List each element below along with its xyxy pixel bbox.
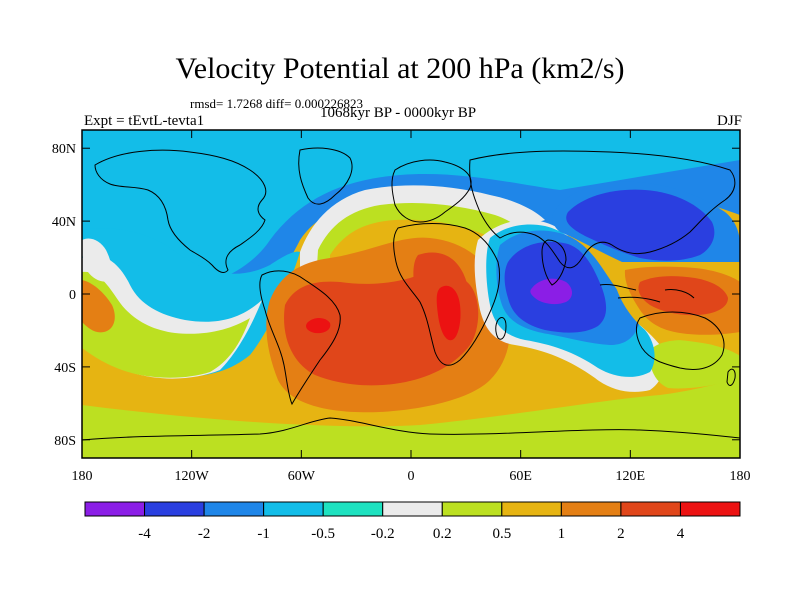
coastlines [82, 147, 740, 441]
colorbar-label: -0.5 [311, 526, 335, 542]
colorbar-swatch [84, 501, 146, 517]
colorbar-label: 4 [677, 526, 685, 542]
contour-red-core-brazil [306, 317, 331, 334]
x-axis: 180 120W 60W 0 60E 120E 180 [72, 130, 751, 484]
colorbar-swatch [560, 501, 622, 517]
colorbar-label: 0.5 [492, 526, 511, 542]
colorbar-swatch [679, 501, 741, 517]
colorbar-swatch [441, 501, 503, 517]
rmsd-stats: rmsd= 1.7268 diff= 0.000226823 [190, 96, 363, 111]
contour-green-west [82, 271, 250, 378]
colorbar-label: -1 [257, 526, 270, 542]
y-tick-label: 80N [52, 142, 76, 157]
colorbar-label: -0.2 [371, 526, 395, 542]
x-tick-label: 60E [509, 469, 532, 484]
colorbar-swatch [144, 501, 205, 517]
period-label: 1068kyr BP - 0000kyr BP [320, 105, 477, 121]
colorbar-swatch [382, 501, 443, 517]
colorbar-swatch [263, 501, 324, 517]
contour-red-core-africa [436, 285, 461, 341]
x-tick-label: 120W [175, 469, 210, 484]
contour-darkblue-asia [566, 189, 715, 261]
x-tick-label: 60W [288, 469, 316, 484]
season-label: DJF [716, 113, 742, 129]
colorbar-swatch [501, 501, 562, 517]
experiment-label: Expt = tEvtL-tevta1 [84, 113, 205, 129]
contour-green-south [82, 378, 740, 458]
contour-red-wpacific [638, 276, 728, 316]
colorbar-label: 2 [617, 526, 625, 542]
contour-white-epacific [82, 238, 113, 282]
map-title: Velocity Potential at 200 hPa (km2/s) [175, 52, 625, 85]
colorbar-label: 1 [558, 526, 566, 542]
y-tick-label: 0 [69, 288, 76, 303]
colorbar-label: -2 [198, 526, 211, 542]
contour-field [82, 130, 740, 458]
y-tick-label: 40S [54, 361, 76, 376]
colorbar-swatch [322, 501, 384, 517]
colorbar-label: 0.2 [433, 526, 452, 542]
contour-green-indian [649, 340, 740, 389]
x-tick-label: 180 [72, 469, 93, 484]
x-tick-label: 120E [616, 469, 646, 484]
contour-orange-epacific [82, 280, 115, 333]
colorbar-swatch [620, 501, 681, 517]
y-tick-label: 80S [54, 434, 76, 449]
contour-cyan-north [82, 130, 740, 290]
y-axis: 80N 40N 0 40S 80S [52, 142, 740, 449]
colorbar-label: -4 [138, 526, 151, 542]
y-tick-label: 40N [52, 215, 76, 230]
colorbar: -4 -2 -1 -0.5 -0.2 0.2 0.5 1 2 4 [84, 501, 741, 542]
colorbar-swatch [203, 501, 265, 517]
x-tick-label: 0 [408, 469, 415, 484]
x-tick-label: 180 [730, 469, 751, 484]
contour-purple-core [530, 278, 572, 305]
